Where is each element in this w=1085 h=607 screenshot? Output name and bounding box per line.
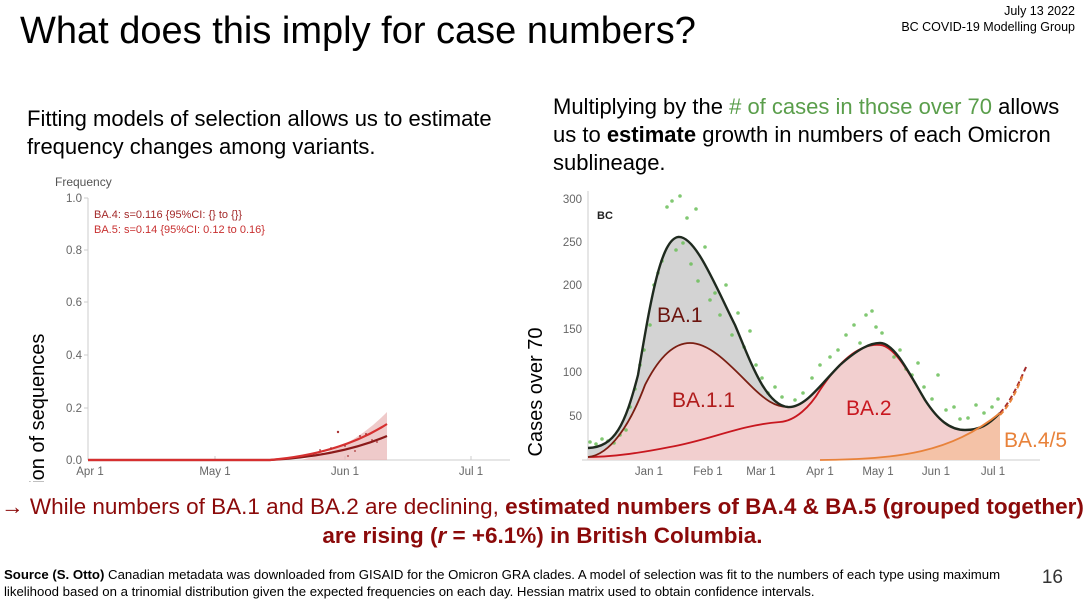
- panel-label: BC: [597, 210, 613, 222]
- ba5-annotation: BA.5: s=0.14 {95%CI: 0.12 to 0.16}: [94, 224, 265, 236]
- slide-group: BC COVID-19 Modelling Group: [901, 20, 1075, 34]
- total-line: [587, 235, 1001, 450]
- slide-title: What does this imply for case numbers?: [20, 10, 696, 52]
- x-ticks: Apr 1 May 1 Jun 1 Jul 1: [76, 466, 483, 478]
- y-axis-small-label: Frequency: [55, 175, 112, 189]
- frequency-chart: Frequency Proportion of sequences 0.0 0.…: [27, 175, 510, 482]
- svg-text:May 1: May 1: [862, 466, 893, 478]
- svg-text:1.0: 1.0: [66, 193, 82, 205]
- observed-points: [319, 430, 378, 457]
- conclusion-bold2: = +6.1%) in British Columbia.: [446, 523, 763, 548]
- slide-meta: July 13 2022 BC COVID-19 Modelling Group: [901, 3, 1075, 35]
- conclusion-part1: → While numbers of BA.1 and BA.2 are dec…: [1, 494, 506, 519]
- ba11-line: [587, 342, 789, 458]
- y-ticks: 50 100 150 200 250 300: [563, 194, 582, 423]
- right-description: Multiplying by the # of cases in those o…: [553, 93, 1083, 177]
- desc-part1: Multiplying by the: [553, 94, 730, 119]
- svg-text:0.6: 0.6: [66, 297, 82, 309]
- svg-text:Jul 1: Jul 1: [981, 466, 1005, 478]
- svg-text:300: 300: [563, 194, 582, 206]
- desc-highlight: # of cases in those over 70: [729, 94, 993, 119]
- svg-text:Feb 1: Feb 1: [693, 466, 722, 478]
- svg-text:0.4: 0.4: [66, 350, 83, 362]
- svg-text:0.8: 0.8: [66, 245, 82, 257]
- svg-text:150: 150: [563, 324, 582, 336]
- left-description: Fitting models of selection allows us to…: [27, 106, 492, 159]
- label-ba1: BA.1: [657, 304, 703, 327]
- cases-chart: Cases over 70 50 100 150 200 250 300 Jan…: [525, 191, 1067, 478]
- svg-text:Jun 1: Jun 1: [922, 466, 950, 478]
- svg-text:Apr 1: Apr 1: [76, 466, 104, 478]
- svg-text:200: 200: [563, 280, 582, 292]
- source-label: Source (S. Otto): [4, 567, 105, 582]
- conclusion-text: → While numbers of BA.1 and BA.2 are dec…: [0, 492, 1085, 550]
- label-ba11: BA.1.1: [672, 389, 735, 412]
- svg-text:May 1: May 1: [199, 466, 230, 478]
- svg-text:Jul 1: Jul 1: [459, 466, 483, 478]
- source-text: Canadian metadata was downloaded from GI…: [4, 567, 1001, 599]
- svg-text:50: 50: [569, 411, 582, 423]
- ba5-line: [88, 423, 388, 462]
- ba4-annotation: BA.4: s=0.116 {95%CI: {} to {}}: [94, 209, 242, 221]
- svg-text:Jan 1: Jan 1: [635, 466, 663, 478]
- ba45-projection: [999, 374, 1024, 416]
- desc-bold: estimate: [606, 122, 697, 147]
- svg-text:0.0: 0.0: [66, 455, 82, 467]
- desc-part2: allows us to: [553, 94, 1060, 147]
- ba45-line: [819, 412, 1001, 461]
- desc-part3: growth in numbers of each Omicron sublin…: [553, 122, 1051, 175]
- conclusion-italic-r: r: [437, 523, 447, 548]
- slide-date: July 13 2022: [1004, 4, 1075, 18]
- source-footnote: Source (S. Otto) Canadian metadata was d…: [4, 566, 1034, 600]
- svg-text:100: 100: [563, 367, 582, 379]
- svg-text:Apr 1: Apr 1: [806, 466, 834, 478]
- y-axis-label: Proportion of sequences: [27, 334, 49, 482]
- page-number: 16: [1041, 567, 1063, 588]
- conclusion-bold1: estimated numbers of BA.4 & BA.5 (groupe…: [322, 494, 1084, 548]
- x-ticks: Jan 1 Feb 1 Mar 1 Apr 1 May 1 Jun 1 Jul …: [635, 466, 1005, 478]
- label-ba2: BA.2: [846, 397, 892, 420]
- svg-text:0.2: 0.2: [66, 403, 82, 415]
- label-ba45: BA.4/5: [1004, 429, 1067, 452]
- svg-text:Mar 1: Mar 1: [746, 466, 775, 478]
- y-axis-label: Cases over 70: [525, 328, 547, 457]
- y-ticks: 0.0 0.2 0.4 0.6 0.8 1.0: [66, 193, 83, 467]
- total-projection: [999, 364, 1028, 414]
- svg-text:Jun 1: Jun 1: [331, 466, 359, 478]
- svg-text:250: 250: [563, 237, 582, 249]
